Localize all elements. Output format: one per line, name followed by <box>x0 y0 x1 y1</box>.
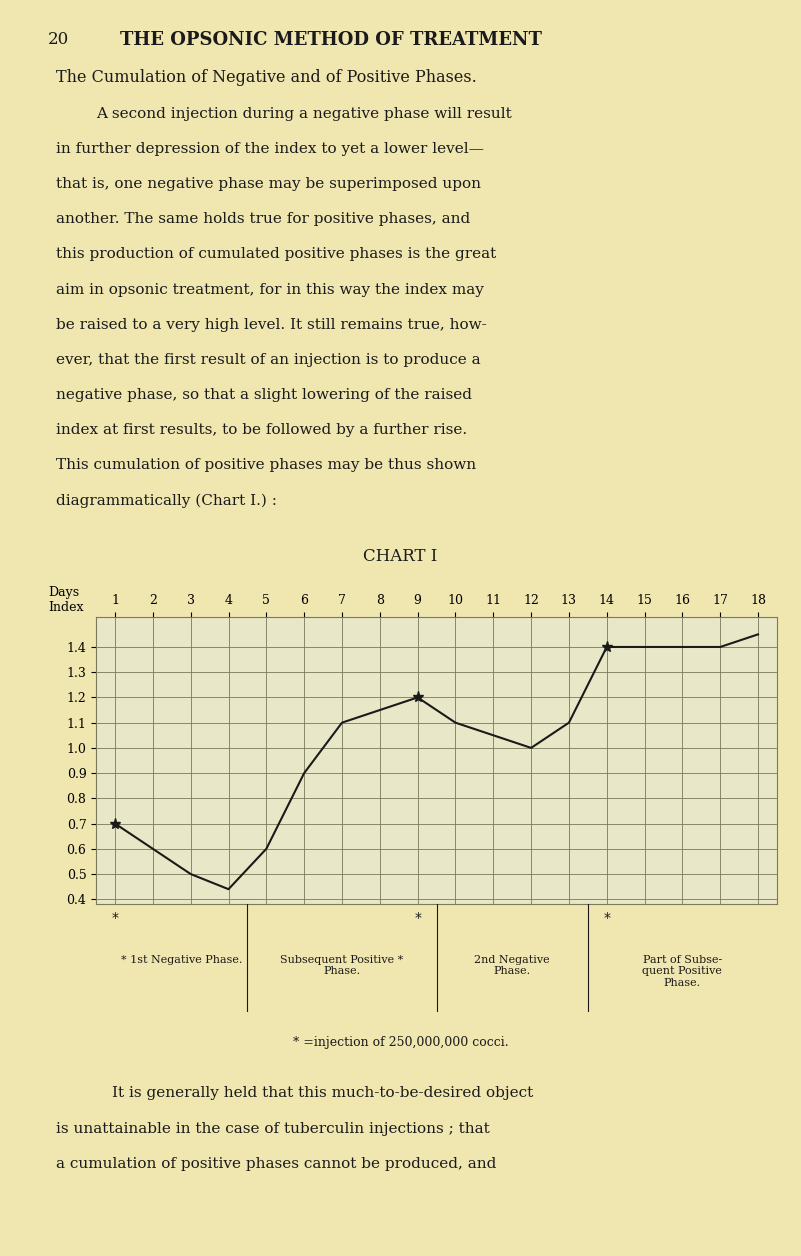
Text: this production of cumulated positive phases is the great: this production of cumulated positive ph… <box>56 247 497 261</box>
Text: A second injection during a negative phase will result: A second injection during a negative pha… <box>96 107 512 121</box>
Text: ever, that the first result of an injection is to produce a: ever, that the first result of an inject… <box>56 353 481 367</box>
Text: *: * <box>111 911 119 924</box>
Text: is unattainable in the case of tuberculin injections ; that: is unattainable in the case of tuberculi… <box>56 1122 490 1135</box>
Text: * =injection of 250,000,000 cocci.: * =injection of 250,000,000 cocci. <box>292 1036 509 1049</box>
Text: Index: Index <box>48 600 84 614</box>
Text: *: * <box>414 911 421 924</box>
Text: aim in opsonic treatment, for in this way the index may: aim in opsonic treatment, for in this wa… <box>56 283 484 296</box>
Text: This cumulation of positive phases may be thus shown: This cumulation of positive phases may b… <box>56 458 477 472</box>
Text: negative phase, so that a slight lowering of the raised: negative phase, so that a slight lowerin… <box>56 388 472 402</box>
Text: a cumulation of positive phases cannot be produced, and: a cumulation of positive phases cannot b… <box>56 1157 497 1171</box>
Text: THE OPSONIC METHOD OF TREATMENT: THE OPSONIC METHOD OF TREATMENT <box>120 31 542 49</box>
Text: Days: Days <box>48 587 79 599</box>
Text: CHART I: CHART I <box>364 548 437 565</box>
Text: 20: 20 <box>48 31 70 49</box>
Text: that is, one negative phase may be superimposed upon: that is, one negative phase may be super… <box>56 177 481 191</box>
Text: * 1st Negative Phase.: * 1st Negative Phase. <box>120 955 242 965</box>
Text: Subsequent Positive *
Phase.: Subsequent Positive * Phase. <box>280 955 404 976</box>
Text: The Cumulation of Negative and of Positive Phases.: The Cumulation of Negative and of Positi… <box>56 69 477 87</box>
Text: index at first results, to be followed by a further rise.: index at first results, to be followed b… <box>56 423 467 437</box>
Text: another. The same holds true for positive phases, and: another. The same holds true for positiv… <box>56 212 470 226</box>
Text: 2nd Negative
Phase.: 2nd Negative Phase. <box>474 955 550 976</box>
Text: in further depression of the index to yet a lower level—: in further depression of the index to ye… <box>56 142 484 156</box>
Text: Part of Subse-
quent Positive
Phase.: Part of Subse- quent Positive Phase. <box>642 955 723 987</box>
Text: be raised to a very high level. It still remains true, how-: be raised to a very high level. It still… <box>56 318 487 332</box>
Text: *: * <box>603 911 610 924</box>
Text: It is generally held that this much-to-be-desired object: It is generally held that this much-to-b… <box>112 1086 533 1100</box>
Text: diagrammatically (Chart I.) :: diagrammatically (Chart I.) : <box>56 494 277 507</box>
